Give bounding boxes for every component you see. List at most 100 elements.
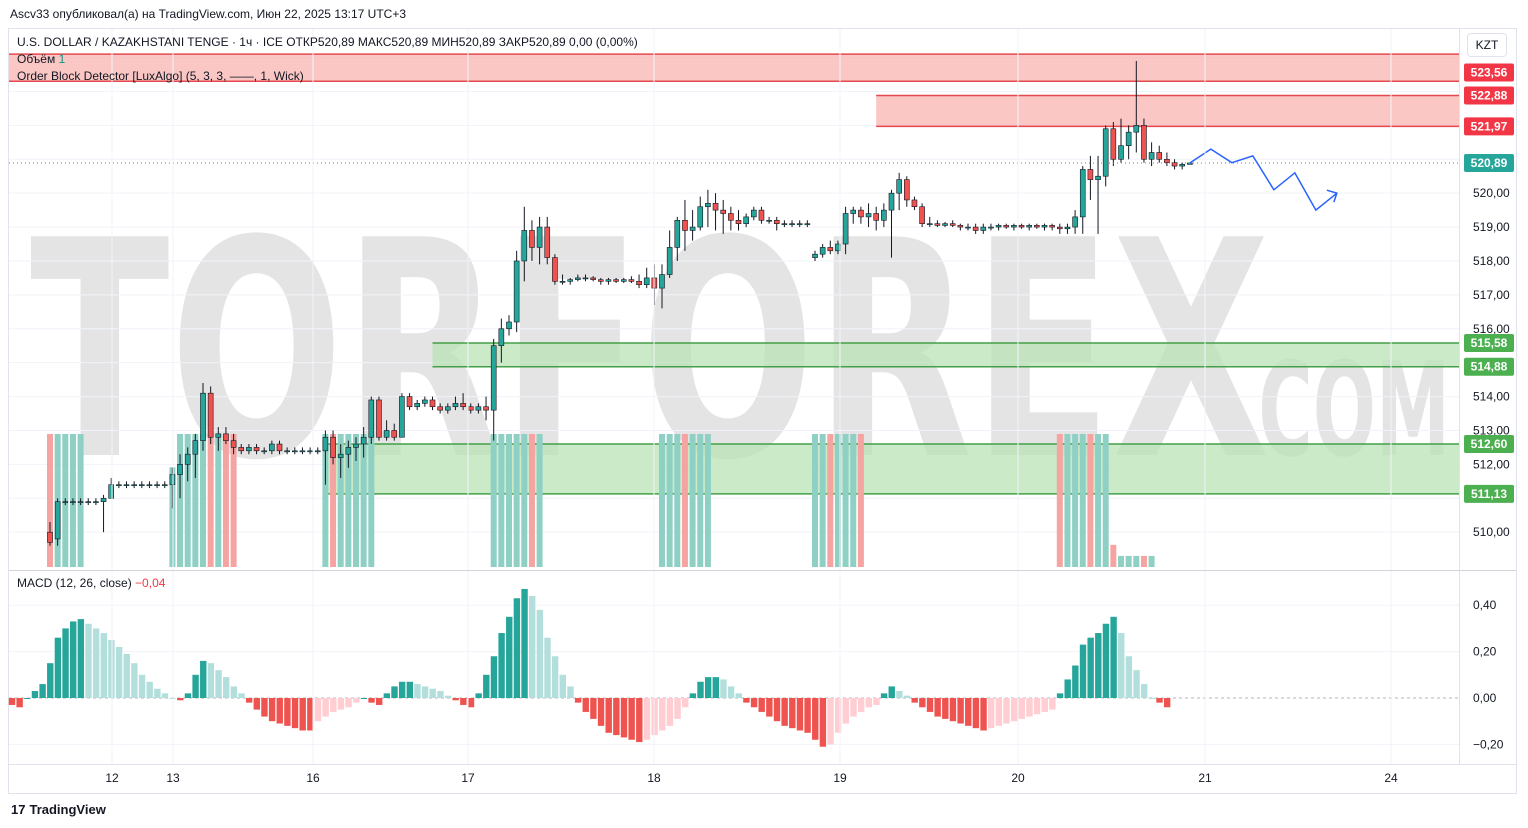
- candle-body: [139, 484, 145, 487]
- volume-bar: [345, 434, 352, 567]
- candle: [452, 396, 459, 411]
- candle-body: [1171, 162, 1178, 167]
- candle: [284, 447, 290, 455]
- volume-bar: [1148, 555, 1155, 567]
- volume-bar: [666, 434, 673, 567]
- candle: [605, 277, 612, 285]
- candle: [972, 223, 979, 234]
- candle-body: [743, 216, 749, 224]
- macd-bar: [567, 686, 574, 698]
- candle: [903, 176, 910, 207]
- candle-body: [1179, 164, 1185, 167]
- candle: [1110, 121, 1117, 167]
- candle-body: [636, 281, 642, 286]
- candle-body: [1156, 152, 1163, 160]
- macd-bar: [337, 698, 345, 710]
- volume-bar: [322, 434, 329, 567]
- macd-bar: [1156, 698, 1163, 703]
- candle: [980, 223, 987, 234]
- candle-body: [536, 226, 543, 248]
- volume-bar: [1056, 434, 1063, 567]
- pane-divider[interactable]: [9, 570, 1516, 571]
- candle: [490, 338, 497, 441]
- candle-body: [758, 209, 765, 221]
- macd-bar: [360, 698, 368, 699]
- macd-bar: [865, 698, 872, 708]
- macd-bar: [773, 698, 781, 722]
- candle: [261, 447, 268, 455]
- candle: [376, 396, 382, 441]
- time-tick-label: 12: [105, 771, 119, 785]
- candle: [812, 250, 818, 261]
- candle-body: [620, 279, 627, 282]
- candle-body: [1133, 125, 1140, 133]
- macd-bar: [383, 693, 391, 698]
- price-tick-label: 514,00: [1473, 390, 1510, 404]
- candle: [460, 393, 466, 411]
- volume-legend[interactable]: Объём 1: [17, 52, 65, 66]
- macd-bar: [551, 656, 559, 698]
- candle-body: [353, 443, 359, 448]
- macd-bar: [345, 698, 352, 708]
- candle-body: [1095, 175, 1101, 180]
- candle-body: [796, 223, 803, 225]
- candle: [322, 430, 329, 485]
- indicator-legend[interactable]: Order Block Detector [LuxAlgo] (5, 3, 3,…: [17, 69, 304, 83]
- time-tick-label: 13: [166, 771, 180, 785]
- time-tick-label: 17: [461, 771, 475, 785]
- macd-bar: [704, 677, 712, 698]
- candle-body: [804, 223, 811, 225]
- candle-body: [628, 279, 635, 282]
- tradingview-brand[interactable]: 17 TradingView: [11, 802, 106, 817]
- macd-bar: [1041, 698, 1048, 712]
- macd-bar: [467, 698, 475, 708]
- candle: [881, 203, 887, 228]
- last-price-tag-text: 520,89: [1471, 156, 1508, 170]
- time-tick-label: 21: [1198, 771, 1212, 785]
- candle: [246, 444, 252, 455]
- volume-bar: [528, 434, 535, 567]
- macd-bar: [643, 698, 651, 740]
- candle-body: [881, 209, 887, 221]
- candle: [995, 223, 1002, 231]
- candle: [827, 240, 834, 255]
- candle-body: [422, 399, 428, 404]
- volume-bar: [704, 434, 711, 567]
- candle-body: [1057, 226, 1063, 230]
- candle-body: [735, 219, 742, 224]
- macd-bar: [521, 588, 528, 698]
- candle: [207, 386, 214, 445]
- macd-bar: [888, 686, 895, 698]
- candle: [697, 196, 704, 231]
- currency-button[interactable]: KZT: [1467, 33, 1507, 57]
- macd-legend[interactable]: MACD (12, 26, close) −0,04: [17, 576, 165, 590]
- macd-bar: [674, 698, 681, 719]
- volume-bar: [215, 434, 222, 567]
- candle: [773, 216, 780, 231]
- candle-body: [483, 406, 489, 411]
- candle: [276, 440, 283, 455]
- time-tick-label: 16: [306, 771, 320, 785]
- candle: [1064, 223, 1071, 234]
- candle-body: [590, 277, 596, 280]
- macd-bar: [299, 698, 306, 731]
- candle-body: [154, 484, 160, 487]
- volume-bar: [812, 434, 818, 567]
- candle-body: [697, 206, 704, 228]
- price-tick-label: 516,00: [1473, 322, 1510, 336]
- candle: [620, 277, 627, 284]
- macd-bar: [1087, 637, 1094, 698]
- time-tick-label: 19: [833, 771, 847, 785]
- candle-body: [276, 443, 283, 452]
- candle-body: [926, 223, 933, 225]
- macd-bar: [590, 698, 597, 719]
- candle-body: [1118, 145, 1124, 160]
- candle-body: [223, 433, 229, 441]
- volume-bar: [674, 434, 681, 567]
- candle: [429, 396, 436, 411]
- candle-body: [437, 406, 443, 411]
- candle-body: [345, 447, 352, 455]
- macd-bar: [1102, 623, 1110, 698]
- symbol-legend[interactable]: U.S. DOLLAR / KAZAKHSTANI TENGE · 1ч · I…: [17, 35, 638, 49]
